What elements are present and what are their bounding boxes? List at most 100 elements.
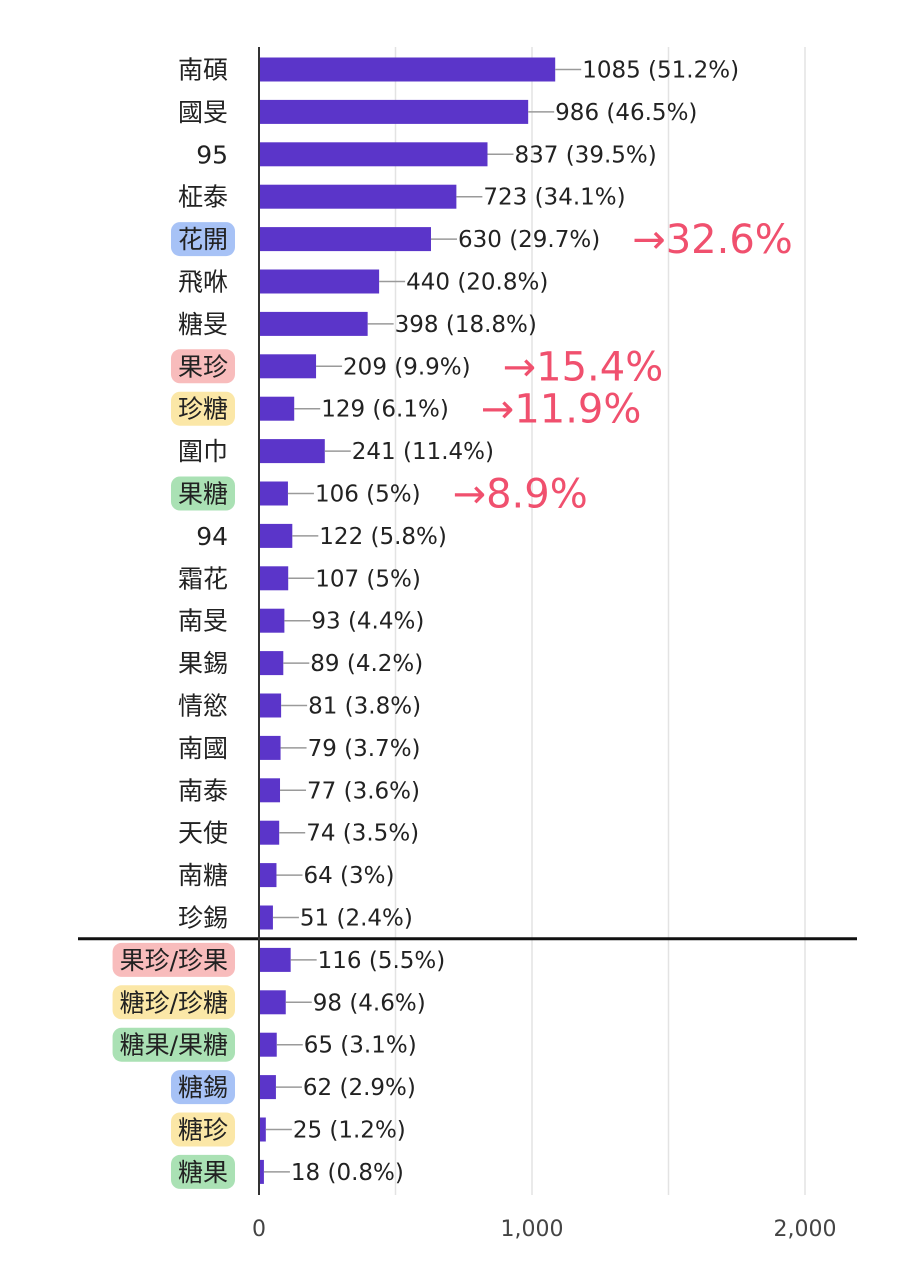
- data-label: 116 (5.5%): [318, 948, 446, 974]
- bar: [259, 693, 282, 718]
- category-label: 糖果: [178, 1158, 228, 1187]
- category-label: 珍錫: [178, 904, 228, 933]
- data-label: 440 (20.8%): [406, 270, 548, 296]
- category-highlight: [170, 1154, 235, 1189]
- bar: [259, 99, 529, 124]
- bar: [259, 863, 277, 888]
- bar: [259, 566, 289, 591]
- category-label: 南碩: [178, 56, 228, 85]
- bar: [259, 778, 281, 803]
- bar: [259, 990, 286, 1015]
- category-label: 柾泰: [178, 183, 228, 212]
- category-label: 果珍/珍果: [120, 946, 228, 975]
- data-label: 77 (3.6%): [307, 778, 420, 804]
- bar: [259, 354, 317, 379]
- x-tick-label: 1,000: [501, 1217, 564, 1242]
- category-label: 天使: [178, 819, 228, 848]
- bar: [259, 1159, 264, 1184]
- category-label: 南旻: [178, 607, 228, 636]
- growth-annotation: →8.9%: [453, 472, 588, 518]
- axes: 0 1,000 2,000: [78, 47, 857, 1242]
- data-label: 25 (1.2%): [293, 1118, 406, 1144]
- data-label: 630 (29.7%): [458, 227, 600, 253]
- category-highlight: [170, 1112, 235, 1147]
- bar: [259, 947, 291, 972]
- bar: [259, 1032, 277, 1057]
- data-label: 64 (3%): [303, 863, 394, 889]
- bar: [259, 142, 488, 167]
- growth-annotation: →15.4%: [503, 344, 664, 390]
- category-label: 國旻: [178, 98, 228, 127]
- annotations: →32.6% →15.4%→11.9% →8.9%: [453, 217, 793, 517]
- category-label: 糖錫: [178, 1073, 228, 1102]
- category-label: 花開: [178, 225, 228, 254]
- bar: [259, 227, 431, 252]
- data-label: 79 (3.7%): [308, 736, 421, 762]
- bar: [259, 905, 273, 930]
- data-label: 51 (2.4%): [300, 906, 413, 932]
- data-label: 837 (39.5%): [515, 142, 657, 168]
- bar: [259, 523, 293, 548]
- bar: [259, 57, 556, 82]
- category-highlight: [112, 942, 235, 977]
- category-highlight: [170, 349, 235, 384]
- data-label: 81 (3.8%): [308, 694, 421, 720]
- bar: [259, 1075, 276, 1100]
- bar: [259, 439, 325, 464]
- bar: [259, 311, 368, 336]
- grid-lines: [394, 47, 806, 1195]
- data-label: 18 (0.8%): [291, 1160, 404, 1186]
- labels: 南碩 1085 (51.2%) 國旻 986 (46.5%) 95 837 (39.5%)…: [120, 56, 740, 1187]
- category-label: 情慾: [178, 692, 228, 721]
- category-label: 珍糖: [178, 395, 228, 424]
- data-label: 129 (6.1%): [321, 397, 449, 423]
- category-label: 飛咻: [178, 268, 228, 297]
- data-label: 89 (4.2%): [310, 651, 423, 677]
- category-label: 南國: [178, 734, 228, 763]
- growth-annotation: →11.9%: [481, 387, 642, 433]
- data-label: 107 (5%): [315, 566, 421, 592]
- data-label: 62 (2.9%): [303, 1075, 416, 1101]
- bar: [259, 608, 285, 633]
- x-tick-label: 2,000: [774, 1217, 837, 1242]
- growth-annotation: →32.6%: [632, 217, 793, 263]
- x-tick-label: 0: [252, 1217, 266, 1242]
- data-label: 241 (11.4%): [352, 439, 494, 465]
- category-highlights: [112, 222, 235, 1189]
- category-highlight: [112, 985, 235, 1020]
- category-highlight: [112, 1027, 235, 1062]
- category-label: 南糖: [178, 861, 228, 890]
- category-highlight: [170, 391, 235, 426]
- bar: [259, 735, 281, 760]
- category-highlight: [170, 1070, 235, 1105]
- category-label: 95: [196, 140, 228, 169]
- data-label: 98 (4.6%): [313, 990, 426, 1016]
- bar: [259, 481, 288, 506]
- category-highlight: [170, 222, 235, 257]
- bar: [259, 269, 380, 294]
- bar: [259, 820, 280, 845]
- category-label: 糖珍/珍糖: [120, 988, 228, 1017]
- data-label: 398 (18.8%): [395, 312, 537, 338]
- data-label: 65 (3.1%): [304, 1033, 417, 1059]
- category-highlight: [170, 476, 235, 511]
- category-label: 94: [196, 522, 228, 551]
- bar: [259, 396, 295, 421]
- category-label: 果糖: [178, 480, 228, 509]
- data-label: 74 (3.5%): [306, 821, 419, 847]
- data-label: 723 (34.1%): [483, 185, 625, 211]
- category-label: 糖果/果糖: [120, 1031, 228, 1060]
- bar: [259, 651, 284, 676]
- category-label: 糖旻: [178, 310, 228, 339]
- data-label: 122 (5.8%): [319, 524, 447, 550]
- category-label: 霜花: [178, 564, 228, 593]
- bars: [259, 57, 582, 1184]
- data-label: 986 (46.5%): [555, 100, 697, 126]
- data-label: 106 (5%): [315, 482, 421, 508]
- bar: [259, 184, 457, 209]
- category-label: 糖珍: [178, 1116, 228, 1145]
- category-label: 果錫: [178, 649, 228, 678]
- data-label: 1085 (51.2%): [582, 58, 739, 84]
- bar: [259, 1117, 266, 1142]
